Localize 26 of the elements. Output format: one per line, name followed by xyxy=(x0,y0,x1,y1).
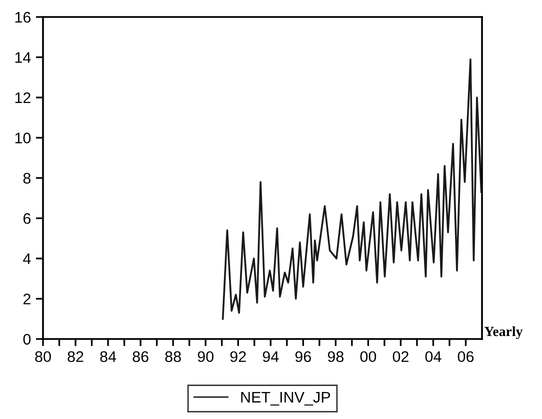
x-tick-label: 82 xyxy=(68,351,84,362)
x-tick-label: 00 xyxy=(360,351,376,362)
legend-label: NET_INV_JP xyxy=(241,392,330,406)
x-tick-label: 94 xyxy=(262,351,279,362)
y-tick-label: 14 xyxy=(15,52,31,63)
y-tick-label: 16 xyxy=(15,12,31,23)
x-tick-label: 06 xyxy=(458,351,474,362)
x-tick-label: 98 xyxy=(328,351,344,362)
x-tick-label: 90 xyxy=(198,351,214,362)
x-tick-label: 96 xyxy=(295,351,311,362)
y-tick-label: 4 xyxy=(23,254,31,264)
y-tick-label: 2 xyxy=(23,294,30,304)
y-tick-label: 0 xyxy=(23,334,31,345)
x-tick-label: 84 xyxy=(100,351,116,362)
x-axis-title: Yearly xyxy=(484,326,523,339)
x-tick-label: 92 xyxy=(230,351,246,362)
line-series xyxy=(222,58,482,320)
y-tick-label: 12 xyxy=(15,92,30,104)
x-tick-label: 88 xyxy=(165,351,181,362)
x-tick-label: 86 xyxy=(132,351,148,362)
x-tick-label: 02 xyxy=(392,351,408,362)
y-tick-label: 8 xyxy=(23,172,31,184)
y-tick-label: 6 xyxy=(23,213,31,224)
x-tick-label: 80 xyxy=(35,351,51,362)
x-tick-label: 04 xyxy=(425,351,442,362)
y-tick-label: 10 xyxy=(15,132,31,144)
